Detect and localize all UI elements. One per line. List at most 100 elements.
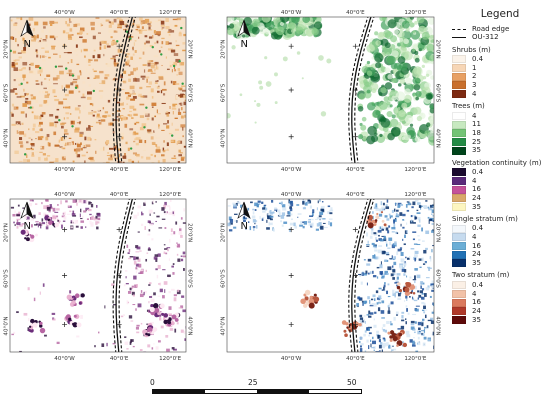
legend-line-road-edge: Road edge — [452, 25, 548, 34]
grid-cross — [352, 43, 358, 49]
legend-item-label: 16 — [472, 185, 481, 194]
lon-label: 40°0'E — [110, 356, 129, 362]
lon-label: 40°0'E — [346, 10, 365, 16]
grid-cross — [116, 134, 122, 140]
lat-label-left: 40°0'N — [4, 129, 10, 148]
road-edge-left — [112, 17, 130, 163]
lat-label-right: 20°0'N — [435, 40, 441, 59]
grid-cross — [352, 321, 358, 327]
legend-item: 4 — [452, 233, 548, 242]
scale-label-25: 25 — [248, 378, 258, 387]
legend-swatch — [452, 203, 466, 212]
lat-label-right: 40°0'N — [187, 129, 193, 148]
lat-label-left: 20°0'N — [221, 223, 227, 242]
lon-label: 40°0'W — [281, 192, 302, 198]
legend-item-label: 0.4 — [472, 280, 484, 289]
lon-label: 40°0'E — [110, 167, 129, 173]
legend-swatch — [452, 111, 466, 120]
legend-swatch — [452, 242, 466, 251]
lat-label-right: 40°0'N — [187, 316, 193, 335]
legend-item: 0.4 — [452, 281, 548, 290]
legend-item-label: 35 — [472, 146, 481, 155]
legend-swatch — [452, 298, 466, 307]
legend-swatch — [452, 90, 466, 99]
legend-swatch — [452, 176, 466, 185]
legend-item: 3 — [452, 81, 548, 90]
lon-label: 120°0'E — [159, 167, 182, 173]
lat-label-left: 60°0'S — [221, 269, 227, 288]
road-edge-right — [354, 199, 375, 352]
legend-line-label: OU-312 — [472, 33, 499, 42]
legend-swatch — [452, 64, 466, 73]
legend-swatch — [452, 81, 466, 90]
legend-item: 4 — [452, 177, 548, 186]
map-panel-shrubs: N 40°0'W 40°0'W 40°0'E 40°0'E 120°0'E 120°0'E 2… — [4, 10, 193, 173]
lon-label: 120°0'E — [404, 167, 427, 173]
lon-label: 40°0'W — [281, 167, 302, 173]
legend-item: 4 — [452, 290, 548, 299]
scale-label-0: 0 — [150, 378, 155, 387]
grid-cross — [288, 43, 294, 49]
legend-swatch — [452, 168, 466, 177]
road-edge-left — [348, 199, 369, 352]
lon-label: 120°0'E — [159, 192, 182, 198]
legend-section-title: Two stratum (m) — [452, 271, 510, 280]
lat-label-left: 20°0'N — [221, 40, 227, 59]
grid-cross — [288, 87, 294, 93]
lat-label-right: 60°0'S — [435, 84, 441, 103]
legend-item: 11 — [452, 120, 548, 129]
legend-item-label: 0.4 — [472, 55, 484, 64]
north-arrow-icon — [237, 19, 251, 37]
legend-swatch — [452, 194, 466, 203]
scale-bar: 0 25 50 m — [150, 378, 362, 396]
grid-cross — [62, 87, 68, 93]
north-arrow-icon — [237, 201, 251, 219]
grid-cross — [288, 227, 294, 233]
lon-label: 40°0'W — [54, 356, 75, 362]
legend-item-label: 35 — [472, 315, 481, 324]
legend-item: 25 — [452, 138, 548, 147]
legend-item-label: 4 — [472, 111, 477, 120]
legend-swatch — [452, 224, 466, 233]
lat-label-right: 60°0'S — [187, 84, 193, 103]
grid-cross — [62, 227, 68, 233]
map-panel-strata: N 40°0'W 40°0'W 40°0'E 40°0'E 120°0'E 120°0'E 2… — [221, 192, 441, 362]
legend-line-swatch — [452, 35, 466, 41]
lat-label-right: 20°0'N — [435, 223, 441, 242]
legend-swatch — [452, 233, 466, 242]
legend-section-title: Single stratum (m) — [452, 215, 518, 224]
legend-item: 35 — [452, 203, 548, 212]
grid-cross — [352, 134, 358, 140]
legend: Legend Road edge OU-312 Shrubs (m) 0.4 1 2 3 4… — [452, 9, 548, 325]
legend-item-label: 16 — [472, 298, 481, 307]
lon-label: 40°0'W — [54, 10, 75, 16]
map-panel-trees: N 40°0'W 40°0'W 40°0'E 40°0'E 120°0'E 120°0'E 2… — [221, 10, 441, 173]
lat-label-left: 20°0'N — [4, 223, 10, 242]
legend-item: 24 — [452, 250, 548, 259]
legend-swatch — [452, 281, 466, 290]
road-edge-left — [348, 17, 369, 163]
grid-cross — [352, 227, 358, 233]
lat-label-right: 20°0'N — [187, 40, 193, 59]
legend-item-label: 1 — [472, 63, 477, 72]
north-label: N — [24, 221, 31, 232]
grid-cross — [62, 43, 68, 49]
scale-bar-graphic — [152, 389, 362, 394]
lon-label: 40°0'W — [54, 167, 75, 173]
legend-section-title: Vegetation continuity (m) — [452, 158, 542, 167]
map-frame — [226, 198, 435, 353]
legend-line-ou-312: OU-312 — [452, 33, 548, 42]
legend-item-label: 24 — [472, 194, 481, 203]
legend-item-label: 4 — [472, 176, 477, 185]
legend-item: 4 — [452, 90, 548, 99]
legend-item-label: 18 — [472, 128, 481, 137]
legend-item-label: 0.4 — [472, 224, 484, 233]
legend-swatch — [452, 137, 466, 146]
legend-item: 0.4 — [452, 168, 548, 177]
legend-item: 0.4 — [452, 224, 548, 233]
legend-item: 35 — [452, 316, 548, 325]
north-arrow-icon — [20, 201, 34, 219]
lat-label-left: 60°0'S — [4, 269, 10, 288]
north-label: N — [241, 39, 248, 50]
grid-cross — [288, 134, 294, 140]
